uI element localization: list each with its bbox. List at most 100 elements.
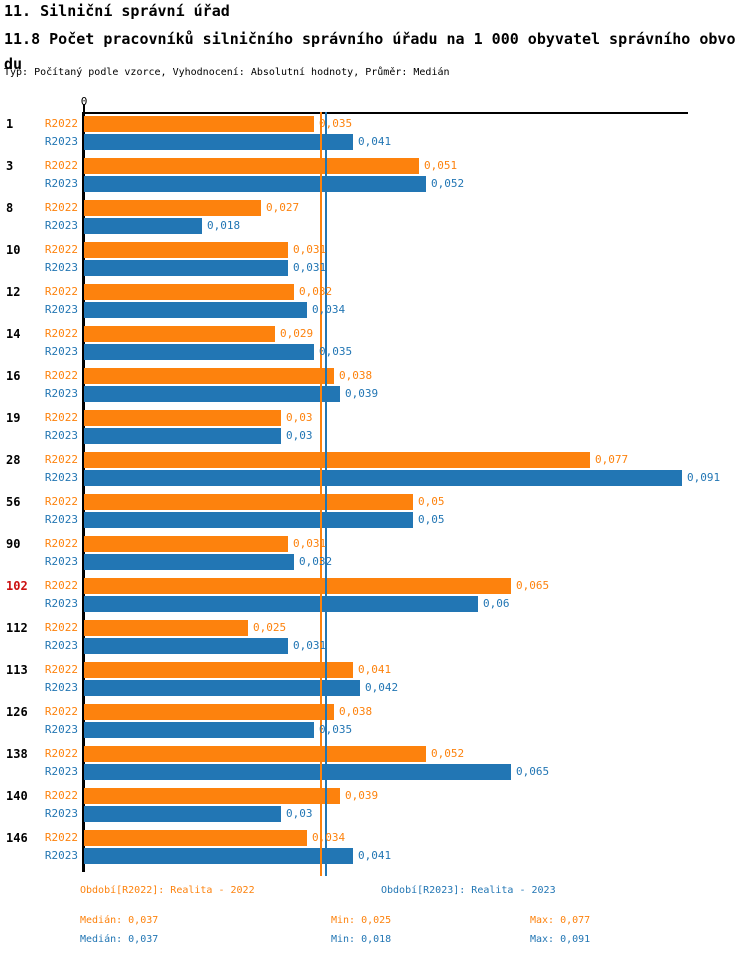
bar-r2022 — [84, 620, 248, 636]
value-label-r2023: 0,031 — [293, 261, 327, 274]
stat-median-r2022: Medián: 0,037 — [80, 915, 159, 926]
bar-r2023 — [84, 848, 353, 864]
value-label-r2022: 0,025 — [253, 621, 287, 634]
bar-r2023 — [84, 764, 511, 780]
chart-title: 11. Silniční správní úřad — [4, 2, 230, 20]
category-label: 90 — [6, 537, 21, 551]
chart-subtitle-indicator: 11.8 Počet pracovníků silničního správní… — [4, 30, 736, 73]
category-label: 14 — [6, 327, 21, 341]
bar-r2023 — [84, 680, 360, 696]
series-label-r2023: R2023 — [44, 429, 78, 442]
series-label-r2023: R2023 — [44, 513, 78, 526]
series-label-r2023: R2023 — [44, 345, 78, 358]
series-label-r2023: R2023 — [44, 261, 78, 274]
stat-max-r2023: Max: 0,091 — [530, 934, 591, 945]
value-label-r2023: 0,05 — [418, 513, 445, 526]
series-label-r2022: R2022 — [44, 747, 78, 760]
value-label-r2022: 0,038 — [339, 705, 373, 718]
bar-r2022 — [84, 116, 314, 132]
value-label-r2022: 0,039 — [345, 789, 379, 802]
series-label-r2023: R2023 — [44, 135, 78, 148]
category-label: 19 — [6, 411, 21, 425]
bar-r2022 — [84, 200, 261, 216]
value-label-r2022: 0,041 — [358, 663, 392, 676]
stat-max-r2022: Max: 0,077 — [530, 915, 591, 926]
bar-r2023 — [84, 428, 281, 444]
bar-r2023 — [84, 260, 288, 276]
category-label: 28 — [6, 453, 21, 467]
series-label-r2023: R2023 — [44, 471, 78, 484]
series-label-r2022: R2022 — [44, 705, 78, 718]
series-label-r2022: R2022 — [44, 327, 78, 340]
value-label-r2022: 0,034 — [312, 831, 346, 844]
series-label-r2022: R2022 — [44, 537, 78, 550]
bar-r2022 — [84, 746, 426, 762]
bar-r2023 — [84, 134, 353, 150]
series-label-r2023: R2023 — [44, 555, 78, 568]
category-label: 138 — [6, 747, 28, 761]
series-label-r2022: R2022 — [44, 663, 78, 676]
series-label-r2022: R2022 — [44, 579, 78, 592]
bar-r2022 — [84, 410, 281, 426]
series-label-r2022: R2022 — [44, 789, 78, 802]
series-label-r2023: R2023 — [44, 219, 78, 232]
series-label-r2022: R2022 — [44, 621, 78, 634]
value-label-r2022: 0,052 — [431, 747, 465, 760]
series-label-r2022: R2022 — [44, 411, 78, 424]
category-label: 102 — [6, 579, 28, 593]
bar-r2022 — [84, 662, 353, 678]
category-label: 56 — [6, 495, 21, 509]
bar-r2023 — [84, 554, 294, 570]
bar-r2023 — [84, 176, 426, 192]
legend-series-r2022: Období[R2022]: Realita - 2022 — [80, 885, 255, 896]
value-label-r2022: 0,051 — [424, 159, 458, 172]
category-label: 8 — [6, 201, 14, 215]
value-label-r2023: 0,039 — [345, 387, 379, 400]
value-label-r2023: 0,091 — [687, 471, 721, 484]
series-label-r2022: R2022 — [44, 285, 78, 298]
category-label: 113 — [6, 663, 28, 677]
series-label-r2023: R2023 — [44, 387, 78, 400]
x-axis-zero-tick-label: 0 — [80, 95, 88, 108]
bar-r2023 — [84, 722, 314, 738]
value-label-r2022: 0,065 — [516, 579, 550, 592]
stat-min-r2023: Min: 0,018 — [331, 934, 392, 945]
value-label-r2022: 0,038 — [339, 369, 373, 382]
value-label-r2023: 0,034 — [312, 303, 346, 316]
bar-r2023 — [84, 512, 413, 528]
category-label: 16 — [6, 369, 21, 383]
value-label-r2022: 0,027 — [266, 201, 300, 214]
value-label-r2022: 0,077 — [595, 453, 629, 466]
series-label-r2022: R2022 — [44, 495, 78, 508]
bar-r2023 — [84, 218, 202, 234]
bar-r2022 — [84, 242, 288, 258]
bar-r2023 — [84, 638, 288, 654]
chart-meta-line: Typ: Počítaný podle vzorce, Vyhodnocení:… — [4, 67, 450, 78]
median-line-r2022 — [320, 112, 322, 876]
series-label-r2022: R2022 — [44, 243, 78, 256]
bar-r2022 — [84, 704, 334, 720]
value-label-r2022: 0,03 — [286, 411, 313, 424]
series-label-r2023: R2023 — [44, 681, 78, 694]
bar-r2022 — [84, 368, 334, 384]
bar-r2022 — [84, 536, 288, 552]
bar-r2023 — [84, 302, 307, 318]
series-label-r2023: R2023 — [44, 765, 78, 778]
bar-r2023 — [84, 386, 340, 402]
category-label: 12 — [6, 285, 21, 299]
bar-r2022 — [84, 158, 419, 174]
value-label-r2023: 0,032 — [299, 555, 333, 568]
value-label-r2023: 0,018 — [207, 219, 241, 232]
bar-r2023 — [84, 596, 478, 612]
value-label-r2022: 0,031 — [293, 537, 327, 550]
value-label-r2023: 0,035 — [319, 723, 353, 736]
value-label-r2022: 0,05 — [418, 495, 445, 508]
category-label: 1 — [6, 117, 14, 131]
series-label-r2023: R2023 — [44, 177, 78, 190]
value-label-r2022: 0,029 — [280, 327, 314, 340]
bar-r2022 — [84, 788, 340, 804]
bar-r2022 — [84, 494, 413, 510]
median-line-r2023 — [325, 112, 327, 876]
value-label-r2022: 0,035 — [319, 117, 353, 130]
series-label-r2023: R2023 — [44, 597, 78, 610]
